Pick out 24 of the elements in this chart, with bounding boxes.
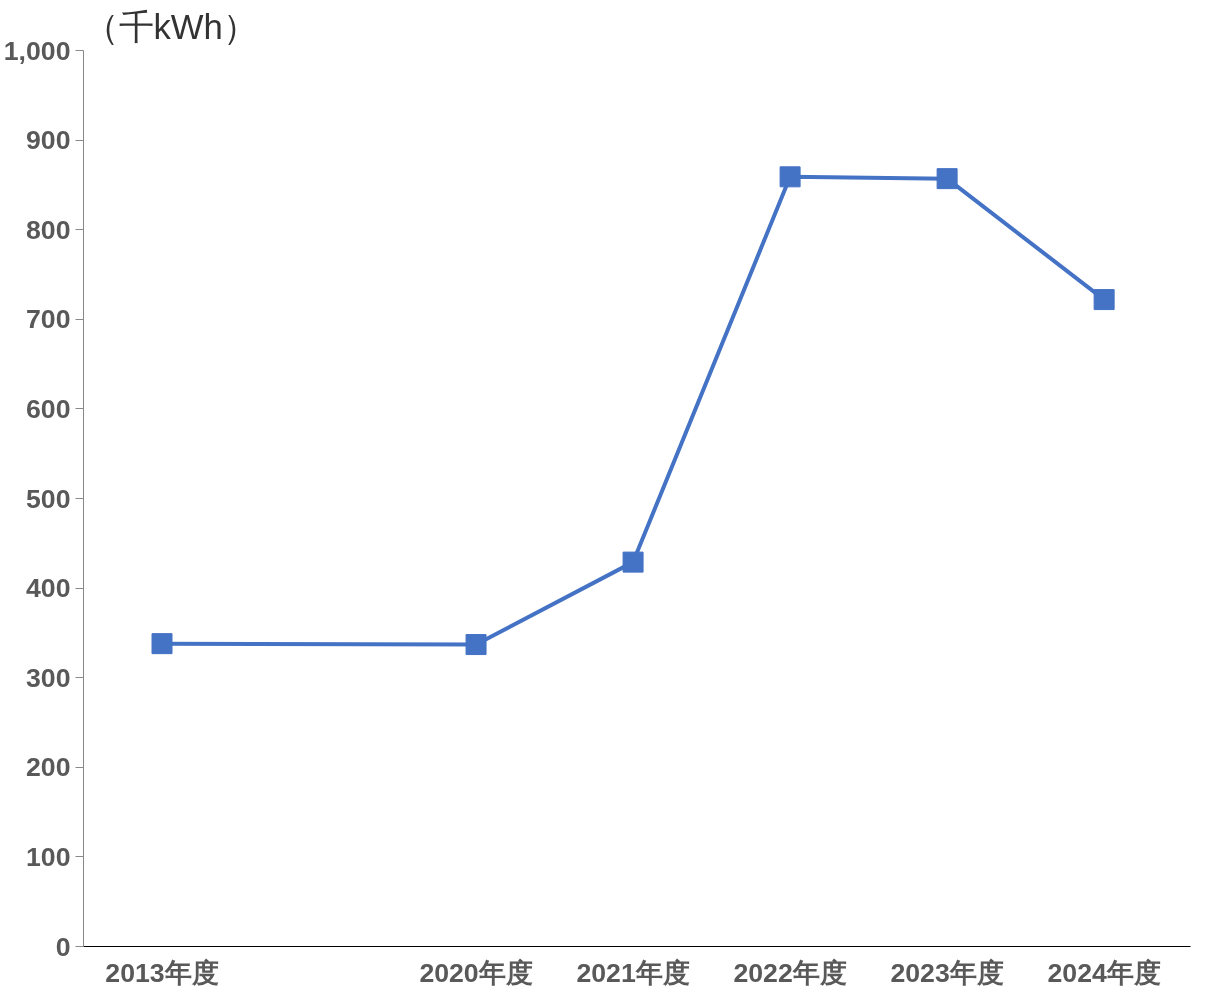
y-tick-label: 500 (26, 483, 71, 514)
y-axis-title: （千kWh） (83, 7, 258, 46)
y-tick-label: 900 (26, 125, 71, 156)
x-tick-label: 2022年度 (733, 957, 847, 988)
y-tick-label: 600 (26, 393, 71, 424)
point (1093, 289, 1115, 311)
y-tick-label: 200 (26, 752, 71, 783)
y-tick-label: 700 (26, 304, 71, 335)
point (779, 166, 801, 188)
x-tick-label: 2020年度 (419, 957, 533, 988)
y-tick-label: 0 (55, 931, 71, 962)
point (936, 168, 958, 190)
point (151, 633, 173, 655)
point (465, 634, 487, 656)
y-tick-label: 300 (26, 662, 71, 693)
x-tick-label: 2021年度 (576, 957, 690, 988)
y-tick-label: 1,000 (3, 35, 71, 66)
point (622, 551, 644, 573)
y-tick-label: 400 (26, 573, 71, 604)
x-tick-label: 2023年度 (890, 957, 1004, 988)
y-tick-label: 100 (26, 841, 71, 872)
x-tick-label: 2024年度 (1047, 957, 1161, 988)
y-tick-label: 800 (26, 214, 71, 245)
x-tick-label: 2013年度 (105, 957, 219, 988)
